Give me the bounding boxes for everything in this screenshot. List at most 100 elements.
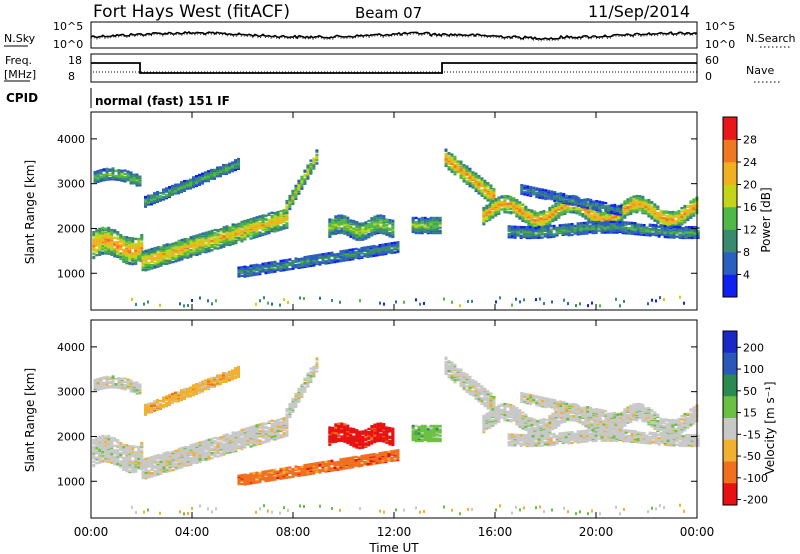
- power-cell: [147, 263, 151, 267]
- power-cell: [693, 228, 697, 231]
- power-cell: [137, 249, 141, 252]
- power-cell: [521, 206, 525, 210]
- power-cell: [521, 203, 525, 206]
- power-cell: [364, 225, 368, 229]
- power-cell: [270, 268, 274, 272]
- power-cell: [648, 230, 652, 233]
- power-cell: [506, 195, 510, 198]
- power-cell: [482, 218, 486, 222]
- power-cell: [541, 194, 545, 198]
- power-cell: [373, 215, 377, 218]
- power-cell: [258, 215, 262, 218]
- power-cell: [246, 266, 250, 269]
- power-cell: [264, 217, 268, 221]
- velocity-cell: [95, 452, 99, 455]
- power-cell: [267, 212, 271, 215]
- power-cell: [183, 254, 187, 257]
- power-cell: [246, 218, 250, 222]
- power-cell: [567, 228, 571, 232]
- power-cell: [563, 207, 567, 210]
- power-cell: [282, 224, 286, 227]
- velocity-cell: [129, 379, 133, 382]
- power-cell: [243, 219, 247, 223]
- power-cell: [99, 175, 103, 178]
- power-cell: [345, 258, 349, 262]
- power-cell: [300, 184, 304, 187]
- power-cell: [216, 247, 220, 250]
- power-cell: [116, 254, 120, 258]
- power-cell: [330, 251, 334, 255]
- power-cell: [201, 182, 205, 185]
- power-cell: [331, 218, 335, 222]
- power-cell: [530, 212, 534, 215]
- power-cell: [177, 243, 181, 247]
- power-cell: [297, 179, 301, 183]
- power-cell: [192, 243, 196, 247]
- power-cell: [129, 171, 133, 174]
- power-cell: [337, 216, 341, 220]
- power-cell: [225, 167, 229, 170]
- power-cell: [488, 207, 492, 211]
- power-cell: [140, 246, 144, 250]
- power-cell: [447, 152, 451, 155]
- power-cell: [609, 220, 613, 224]
- power-cell: [528, 226, 532, 229]
- power-cell: [671, 210, 675, 214]
- velocity-cell: [98, 449, 102, 453]
- power-cell: [165, 187, 169, 190]
- power-cell: [548, 213, 552, 216]
- power-cell: [165, 243, 169, 246]
- power-cell: [395, 300, 397, 304]
- power-cell: [309, 159, 313, 162]
- power-cell: [303, 180, 307, 183]
- power-cell: [108, 177, 112, 180]
- noise-panel-frame: [90, 21, 698, 49]
- power-cell: [519, 225, 523, 229]
- power-cell: [279, 303, 281, 307]
- power-cell: [204, 236, 208, 240]
- power-cell: [639, 226, 643, 230]
- power-cell: [552, 224, 556, 228]
- power-cell: [432, 218, 436, 222]
- power-cell: [598, 200, 602, 204]
- power-cell: [647, 302, 649, 306]
- power-cell: [411, 223, 415, 226]
- power-cell: [680, 210, 684, 213]
- power-cell: [420, 225, 424, 228]
- power-cell: [574, 203, 578, 206]
- power-cell: [113, 236, 117, 240]
- power-cell: [603, 220, 607, 224]
- power-cell: [312, 164, 316, 167]
- power-cell: [195, 245, 199, 248]
- power-cell: [579, 231, 583, 235]
- power-cell: [550, 190, 554, 193]
- power-cell: [534, 226, 538, 230]
- velocity-cell: [116, 460, 120, 463]
- power-cell: [550, 196, 554, 200]
- power-cell: [474, 188, 478, 192]
- velocity-cell: [101, 436, 105, 440]
- power-colorbar-tick-label: 4: [743, 269, 750, 282]
- power-cell: [321, 261, 325, 265]
- power-cell: [285, 205, 289, 208]
- power-cell: [456, 165, 460, 169]
- power-cell: [663, 225, 667, 228]
- power-cell: [261, 224, 265, 227]
- velocity-cell: [93, 378, 97, 382]
- power-cell: [370, 234, 374, 237]
- freq-panel: Freq. [MHz] 18 8 60 0 Nave: [4, 53, 782, 83]
- velocity-cell: [153, 466, 157, 470]
- power-cell: [168, 248, 172, 252]
- velocity-cell: [135, 381, 139, 384]
- power-cell: [361, 230, 365, 234]
- power-cell: [207, 172, 211, 175]
- power-cell: [225, 163, 229, 167]
- velocity-cell: [116, 439, 120, 442]
- power-cell: [93, 170, 97, 174]
- power-cell: [183, 251, 187, 255]
- power-cell: [541, 191, 545, 195]
- power-cell: [565, 194, 569, 198]
- power-cell: [92, 255, 96, 259]
- power-cell: [491, 204, 495, 207]
- power-colorbar-tick-label: 8: [743, 246, 750, 259]
